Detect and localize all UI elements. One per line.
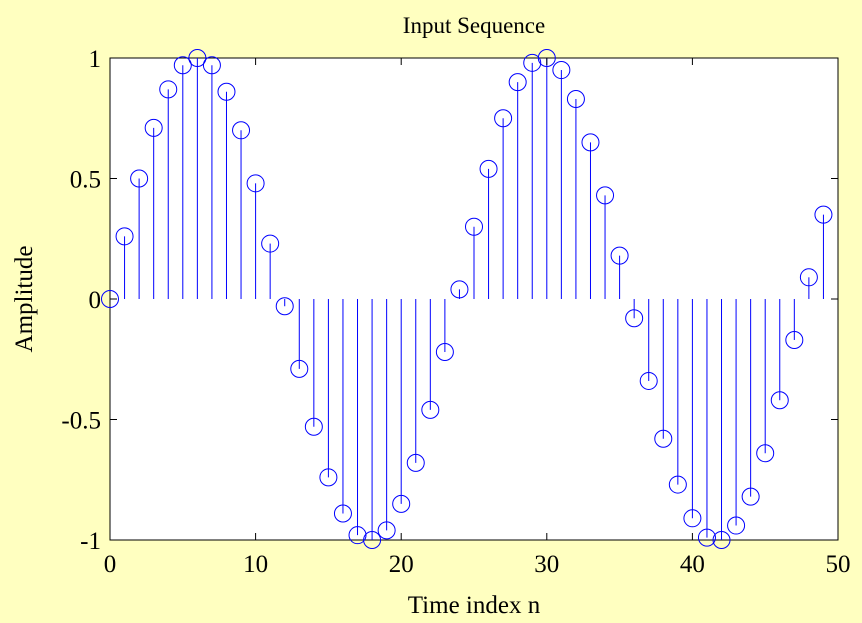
stem-marker-5 — [173, 56, 192, 75]
stem-marker-24 — [450, 280, 469, 299]
stem-series — [101, 49, 833, 549]
stem-marker-43 — [727, 516, 746, 535]
chart-title: Input Sequence — [403, 13, 545, 38]
stem-marker-38 — [654, 429, 673, 448]
x-tick-label: 20 — [389, 551, 414, 578]
y-tick-label: -0.5 — [61, 408, 101, 435]
stem-marker-33 — [581, 133, 600, 152]
stem-marker-45 — [756, 444, 775, 463]
x-tick-label: 30 — [534, 551, 559, 578]
x-tick-label: 50 — [826, 551, 851, 578]
stem-marker-22 — [421, 400, 440, 419]
y-tick-label: 0.5 — [70, 167, 101, 194]
stem-marker-12 — [275, 297, 294, 316]
stem-marker-46 — [770, 391, 789, 410]
x-tick-label: 10 — [243, 551, 268, 578]
stem-marker-31 — [552, 61, 571, 80]
stem-marker-6 — [188, 49, 207, 67]
stem-marker-3 — [144, 118, 163, 137]
axis-ticks: 0 10 20 30 40 50 -1 -0.5 0 0.5 1 — [61, 46, 850, 578]
stem-marker-36 — [625, 309, 644, 328]
y-tick-label: 0 — [89, 287, 102, 314]
stem-marker-32 — [566, 89, 585, 108]
stem-marker-28 — [508, 73, 527, 92]
stem-marker-14 — [304, 417, 323, 436]
stem-marker-27 — [494, 109, 513, 128]
x-axis-label: Time index n — [408, 592, 541, 619]
stem-marker-10 — [246, 174, 265, 193]
stem-marker-47 — [785, 330, 804, 349]
stem-marker-49 — [814, 205, 833, 224]
stem-marker-25 — [465, 217, 483, 236]
x-tick-label: 0 — [104, 551, 117, 578]
stem-marker-16 — [333, 504, 352, 523]
stem-marker-20 — [392, 494, 411, 513]
stem-marker-18 — [363, 531, 382, 549]
stem-marker-35 — [610, 246, 629, 265]
stem-marker-39 — [668, 475, 687, 494]
stem-marker-37 — [639, 371, 658, 390]
y-tick-label: -1 — [80, 528, 101, 555]
x-tick-label: 40 — [680, 551, 705, 578]
stem-marker-34 — [596, 186, 615, 205]
stem-marker-29 — [523, 53, 542, 72]
stem-marker-30 — [537, 49, 556, 67]
stem-marker-48 — [799, 268, 818, 287]
stem-marker-8 — [217, 82, 236, 101]
stem-marker-4 — [159, 80, 178, 99]
stem-marker-11 — [261, 234, 280, 253]
stem-marker-42 — [712, 531, 731, 549]
y-axis-label: Amplitude — [11, 246, 38, 353]
stem-marker-9 — [232, 121, 251, 140]
stem-marker-44 — [741, 487, 760, 506]
stem-marker-2 — [130, 169, 149, 188]
stem-marker-1 — [115, 227, 134, 246]
stem-marker-19 — [377, 521, 396, 540]
stem-marker-23 — [435, 343, 454, 362]
stem-marker-17 — [348, 526, 367, 545]
stem-marker-15 — [319, 468, 338, 487]
stem-marker-26 — [479, 159, 498, 178]
y-tick-label: 1 — [89, 46, 102, 73]
stem-marker-41 — [697, 528, 716, 547]
stem-marker-7 — [202, 56, 221, 75]
stem-marker-40 — [683, 509, 702, 528]
stem-marker-13 — [290, 359, 309, 378]
stem-marker-0 — [101, 290, 119, 308]
stem-marker-21 — [406, 453, 425, 472]
